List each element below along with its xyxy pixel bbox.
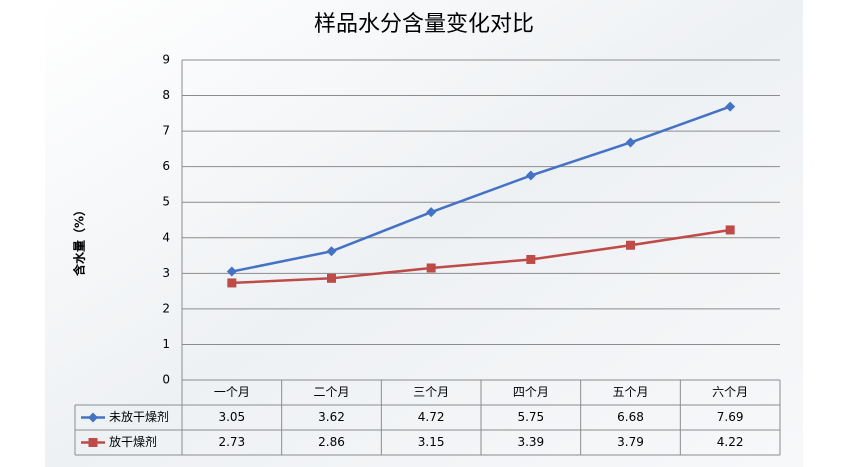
table-value: 2.86 xyxy=(318,435,345,449)
legend-label: 未放干燥剂 xyxy=(109,409,169,424)
background xyxy=(45,0,803,467)
table-value: 3.15 xyxy=(418,435,445,449)
table-value: 3.05 xyxy=(218,410,245,424)
data-point xyxy=(227,278,237,288)
data-point xyxy=(625,137,636,148)
x-tick-label: 三个月 xyxy=(413,385,449,399)
data-point xyxy=(526,254,536,264)
y-tick-label: 9 xyxy=(162,53,170,67)
x-tick-label: 二个月 xyxy=(313,385,349,399)
y-tick-label: 2 xyxy=(162,301,170,315)
chart-title: 样品水分含量变化对比 xyxy=(314,12,534,37)
data-point xyxy=(626,240,635,250)
table-value: 7.69 xyxy=(717,410,744,424)
table-value: 3.79 xyxy=(617,435,644,449)
table-value: 6.68 xyxy=(617,410,644,424)
y-tick-label: 1 xyxy=(162,337,170,351)
y-tick-label: 8 xyxy=(162,88,170,102)
series-line xyxy=(231,105,731,273)
y-tick-label: 4 xyxy=(162,230,170,244)
table-value: 2.73 xyxy=(218,435,245,449)
data-point xyxy=(226,266,237,277)
y-tick-label: 5 xyxy=(162,195,170,209)
data-point xyxy=(426,207,437,218)
table-value: 4.72 xyxy=(418,410,445,424)
data-point xyxy=(725,101,736,112)
data-point xyxy=(725,225,735,235)
legend-marker xyxy=(88,412,98,423)
data-point xyxy=(426,263,436,273)
data-point xyxy=(327,273,336,283)
series-line xyxy=(231,228,731,285)
x-tick-label: 一个月 xyxy=(214,385,250,399)
data-point xyxy=(525,170,536,181)
y-tick-label: 3 xyxy=(162,266,170,280)
y-axis-label: 含水量（%） xyxy=(72,204,87,276)
legend-marker xyxy=(88,438,98,447)
table-value: 3.62 xyxy=(318,410,345,424)
x-tick-label: 四个月 xyxy=(513,385,549,399)
y-tick-label: 7 xyxy=(162,124,170,138)
table-value: 5.75 xyxy=(517,410,544,424)
y-tick-label: 0 xyxy=(162,373,170,387)
x-tick-label: 六个月 xyxy=(712,385,748,399)
legend-label: 放干燥剂 xyxy=(109,434,157,449)
table-value: 4.22 xyxy=(717,435,744,449)
y-tick-label: 6 xyxy=(162,159,170,173)
data-point xyxy=(326,246,337,257)
table-value: 3.39 xyxy=(517,435,544,449)
x-tick-label: 五个月 xyxy=(612,385,648,399)
